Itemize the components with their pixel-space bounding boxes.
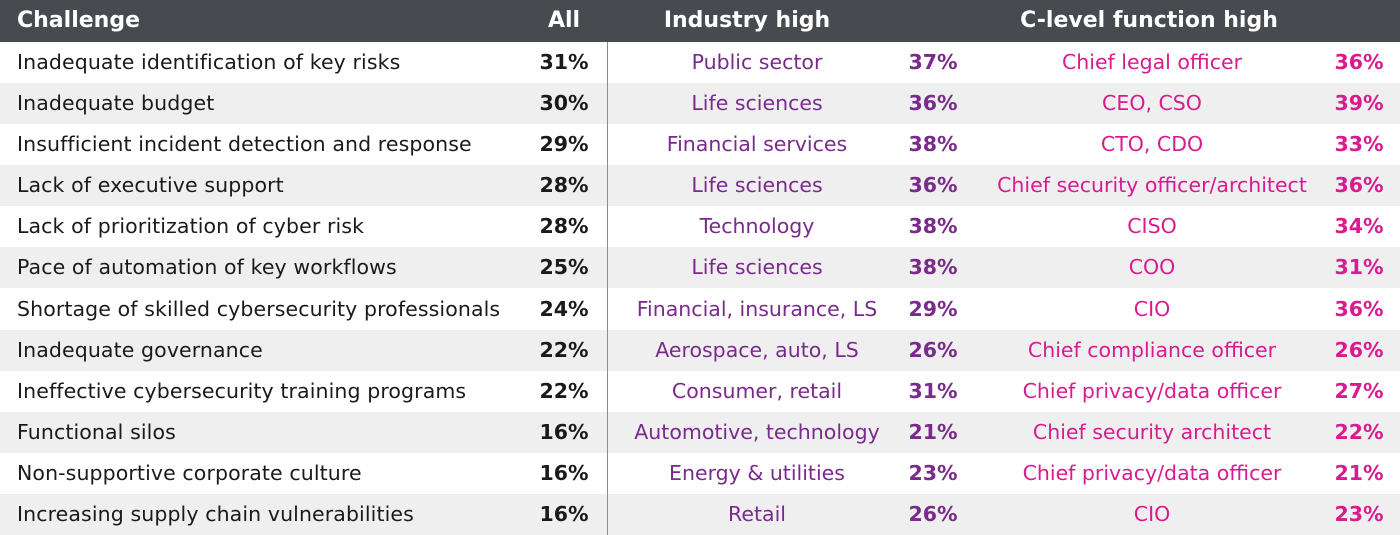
industry-high-percent-cell: 26%	[908, 502, 958, 526]
industry-high-cell: Public sector	[691, 50, 823, 74]
function-high-percent-cell: 34%	[1334, 214, 1384, 238]
table-row: Lack of prioritization of cyber risk 28% T…	[0, 206, 1400, 247]
header-challenge: Challenge	[17, 8, 140, 33]
challenge-cell: Increasing supply chain vulnerabilities	[17, 502, 414, 526]
table-row: Inadequate governance 22% Aerospace, auto,…	[0, 330, 1400, 371]
function-high-cell: CIO	[1133, 502, 1171, 526]
industry-high-cell: Consumer, retail	[671, 379, 843, 403]
industry-high-percent-cell: 23%	[908, 461, 958, 485]
function-high-cell: CEO, CSO	[1102, 91, 1202, 115]
industry-high-percent-cell: 37%	[908, 50, 958, 74]
all-percent-cell: 24%	[539, 297, 589, 321]
industry-high-percent-cell: 31%	[908, 379, 958, 403]
all-percent-cell: 22%	[539, 338, 589, 362]
function-high-cell: CTO, CDO	[1100, 132, 1204, 156]
header-industry-high: Industry high	[663, 8, 831, 33]
all-percent-cell: 16%	[539, 502, 589, 526]
challenge-cell: Inadequate budget	[17, 91, 215, 115]
industry-high-percent-cell: 38%	[908, 255, 958, 279]
challenge-cell: Shortage of skilled cybersecurity profes…	[17, 297, 501, 321]
industry-high-cell: Technology	[699, 214, 815, 238]
function-high-cell: Chief security officer/architect	[997, 173, 1307, 197]
column-divider	[607, 42, 608, 535]
challenge-cell: Functional silos	[17, 420, 176, 444]
function-high-cell: CIO	[1133, 297, 1171, 321]
table-row: Shortage of skilled cybersecurity profes…	[0, 289, 1400, 330]
table-row: Non-supportive corporate culture 16% Energ…	[0, 453, 1400, 494]
industry-high-cell: Automotive, technology	[634, 420, 880, 444]
table-row: Pace of automation of key workflows 25% Li…	[0, 247, 1400, 288]
function-high-percent-cell: 33%	[1334, 132, 1384, 156]
industry-high-percent-cell: 38%	[908, 214, 958, 238]
challenge-cell: Lack of prioritization of cyber risk	[17, 214, 365, 238]
all-percent-cell: 28%	[539, 173, 589, 197]
industry-high-cell: Retail	[728, 502, 786, 526]
table-header: Challenge All Industry high C-level func…	[0, 0, 1400, 42]
function-high-cell: CISO	[1127, 214, 1177, 238]
industry-high-cell: Energy & utilities	[669, 461, 845, 485]
header-c-level-function-high: C-level function high	[1020, 8, 1278, 33]
all-percent-cell: 29%	[539, 132, 589, 156]
function-high-percent-cell: 22%	[1334, 420, 1384, 444]
function-high-cell: COO	[1128, 255, 1176, 279]
function-high-percent-cell: 23%	[1334, 502, 1384, 526]
table-row: Lack of executive support 28% Life science…	[0, 165, 1400, 206]
industry-high-percent-cell: 36%	[908, 173, 958, 197]
table-row: Insufficient incident detection and resp…	[0, 124, 1400, 165]
industry-high-cell: Financial services	[666, 132, 848, 156]
function-high-percent-cell: 36%	[1334, 50, 1384, 74]
function-high-percent-cell: 27%	[1334, 379, 1384, 403]
function-high-percent-cell: 31%	[1334, 255, 1384, 279]
all-percent-cell: 25%	[539, 255, 589, 279]
challenge-cell: Insufficient incident detection and resp…	[17, 132, 472, 156]
function-high-percent-cell: 21%	[1334, 461, 1384, 485]
table-row: Functional silos 16% Automotive, technolog…	[0, 412, 1400, 453]
industry-high-percent-cell: 21%	[908, 420, 958, 444]
all-percent-cell: 30%	[539, 91, 589, 115]
industry-high-percent-cell: 38%	[908, 132, 958, 156]
industry-high-percent-cell: 36%	[908, 91, 958, 115]
function-high-cell: Chief privacy/data officer	[1022, 379, 1282, 403]
function-high-cell: Chief security architect	[1032, 420, 1272, 444]
challenge-cell: Ineffective cybersecurity training progr…	[17, 379, 467, 403]
challenge-cell: Inadequate governance	[17, 338, 263, 362]
all-percent-cell: 31%	[539, 50, 589, 74]
industry-high-cell: Life sciences	[691, 255, 823, 279]
table-row: Increasing supply chain vulnerabilities 1…	[0, 494, 1400, 535]
challenge-cell: Non-supportive corporate culture	[17, 461, 362, 485]
function-high-cell: Chief compliance officer	[1027, 338, 1277, 362]
industry-high-percent-cell: 26%	[908, 338, 958, 362]
all-percent-cell: 16%	[539, 420, 589, 444]
function-high-percent-cell: 39%	[1334, 91, 1384, 115]
challenge-cell: Pace of automation of key workflows	[17, 255, 397, 279]
table-row: Inadequate budget 30% Life sciences 36% CEO,…	[0, 83, 1400, 124]
table-row: Ineffective cybersecurity training progr…	[0, 371, 1400, 412]
function-high-percent-cell: 36%	[1334, 173, 1384, 197]
challenge-cell: Inadequate identification of key risks	[17, 50, 401, 74]
industry-high-cell: Aerospace, auto, LS	[655, 338, 859, 362]
challenge-cell: Lack of executive support	[17, 173, 284, 197]
all-percent-cell: 28%	[539, 214, 589, 238]
all-percent-cell: 22%	[539, 379, 589, 403]
industry-high-cell: Life sciences	[691, 173, 823, 197]
function-high-percent-cell: 26%	[1334, 338, 1384, 362]
function-high-cell: Chief privacy/data officer	[1022, 461, 1282, 485]
header-all: All	[547, 8, 581, 33]
all-percent-cell: 16%	[539, 461, 589, 485]
function-high-percent-cell: 36%	[1334, 297, 1384, 321]
table-row: Inadequate identification of key risks 31…	[0, 42, 1400, 83]
industry-high-percent-cell: 29%	[908, 297, 958, 321]
industry-high-cell: Financial, insurance, LS	[636, 297, 878, 321]
function-high-cell: Chief legal officer	[1061, 50, 1243, 74]
industry-high-cell: Life sciences	[691, 91, 823, 115]
